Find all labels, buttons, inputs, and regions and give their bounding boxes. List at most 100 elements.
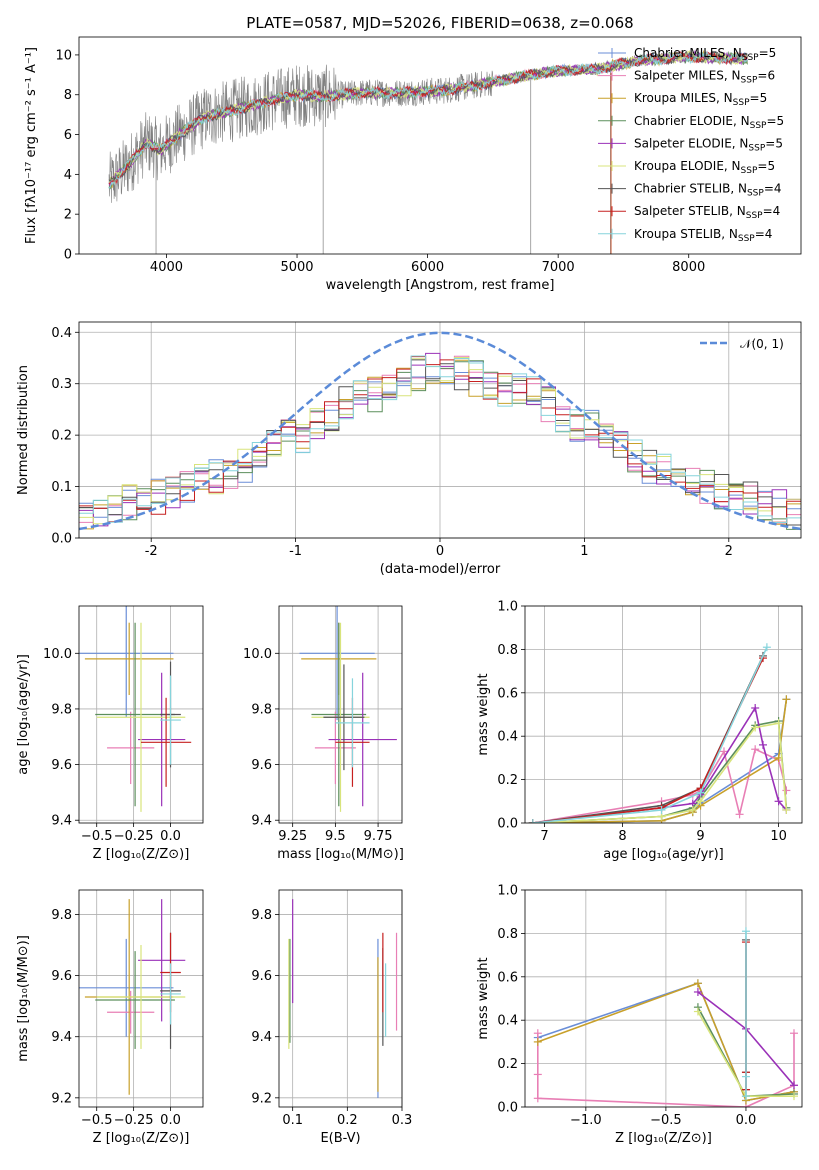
weight-marker (751, 745, 760, 754)
y-tick-label: 1.0 (497, 600, 518, 615)
histogram-7 (79, 356, 801, 523)
x-tick-label: 7 (540, 829, 548, 844)
weight-marker (751, 723, 760, 732)
weight-marker (657, 805, 666, 814)
weight-marker (782, 695, 791, 704)
legend-subscript: SSP (733, 98, 750, 108)
x-tick-label: 8 (618, 829, 626, 844)
y-tick-label: 0.6 (497, 970, 518, 985)
weight-marker (693, 987, 702, 996)
legend-suffix: =5 (766, 114, 784, 128)
point-0 (79, 938, 174, 1037)
weight-marker (751, 703, 760, 712)
legend-label: Salpeter MILES, N (634, 69, 741, 83)
axes-mass-vs-EBV: 0.1 0.2 0.3 9.2 9.4 9.6 9.8 E(B-V) (251, 889, 413, 1146)
y-tick-label: 9.8 (251, 702, 272, 717)
weight-marker (693, 979, 702, 988)
axes-frame (78, 321, 802, 539)
weight-marker (696, 788, 705, 797)
legend-entry: Salpeter ELODIE, NSSP=5 (634, 136, 783, 153)
y-tick-label: 8 (64, 88, 72, 103)
y-tick-label: 10 (55, 48, 72, 63)
weight-marker (719, 747, 728, 756)
axes-spectrum: 4000 5000 6000 7000 8000 0 2 4 6 8 10 wavelength [A… (24, 36, 802, 293)
point-2 (84, 622, 174, 696)
plot-area-weight-vs-Z (533, 927, 798, 1107)
point-3 (311, 622, 367, 807)
point-0 (79, 606, 174, 718)
legend-suffix: =5 (750, 91, 768, 105)
weight-marker (762, 643, 771, 652)
x-tick-label: 6000 (411, 260, 444, 275)
y-axis-label: age [log₁₀(age/yr)] (16, 654, 31, 775)
axes-frame (78, 605, 204, 824)
x-tick-label: 5000 (280, 260, 313, 275)
legend-subscript: SSP (746, 211, 763, 221)
weight-marker (688, 805, 697, 814)
x-axis-label: mass [log₁₀(M/M⊙)] (277, 847, 404, 862)
legend-subscript: SSP (742, 53, 759, 63)
axes-residuals: -2 -1 0 1 2 0.0 0.1 0.2 0.3 0.4 (data-model)/error… (16, 321, 802, 577)
y-tick-label: 9.2 (251, 1091, 272, 1106)
x-tick-label: 2 (725, 544, 733, 559)
weight-marker (774, 719, 783, 728)
histogram-2 (79, 359, 801, 530)
y-tick-label: 1.0 (497, 884, 518, 899)
model-line-8 (108, 50, 748, 190)
y-tick-label: 9.6 (251, 758, 272, 773)
y-tick-label: 9.4 (51, 814, 72, 829)
plot-area-age-vs-Z (79, 606, 192, 812)
weight-line-7 (532, 657, 764, 823)
y-tick-label: 10.0 (243, 647, 272, 662)
legend-suffix: =5 (759, 46, 777, 60)
y-tick-label: 0.8 (497, 643, 518, 658)
x-axis-label: Z [log₁₀(Z/Z⊙)] (93, 1131, 190, 1146)
plot-area-mass-vs-EBV (288, 899, 398, 1098)
plot-area-residuals (79, 331, 801, 531)
weight-marker (789, 1081, 798, 1090)
legend-label: Chabrier MILES, N (634, 46, 742, 60)
weight-marker (533, 1094, 542, 1103)
axes-age-vs-mass: 9.25 9.5 9.75 9.4 9.6 9.8 10.0 mass [log₁₀(M/M⊙… (243, 605, 404, 862)
weight-marker (741, 927, 750, 936)
point-8 (160, 963, 181, 1025)
legend-label: Chabrier STELIB, N (634, 182, 747, 196)
y-tick-label: 9.6 (251, 969, 272, 984)
y-tick-label: 0.4 (497, 730, 518, 745)
legend-suffix: =5 (757, 159, 775, 173)
legend-entry: Chabrier ELODIE, NSSP=5 (634, 114, 784, 131)
x-axis-label: age [log₁₀(age/yr)] (603, 847, 724, 862)
y-tick-label: 0.0 (497, 1101, 518, 1116)
legend-subscript: SSP (741, 76, 758, 86)
point-4 (138, 899, 186, 1022)
y-tick-label: 0.4 (497, 1014, 518, 1029)
y-tick-label: 9.6 (51, 969, 72, 984)
y-axis-label: mass weight (476, 957, 491, 1039)
legend-suffix: =6 (757, 69, 775, 83)
axes-frame (78, 36, 802, 255)
axes-frame (524, 889, 803, 1108)
y-tick-label: 9.4 (51, 1030, 72, 1045)
weight-marker (774, 797, 783, 806)
x-tick-label: 0.3 (392, 1113, 413, 1128)
y-tick-label: 9.2 (51, 1091, 72, 1106)
y-tick-label: 10.0 (43, 647, 72, 662)
legend-subscript: SSP (738, 234, 755, 244)
x-tick-label: 1 (580, 544, 588, 559)
x-axis-label: (data-model)/error (380, 562, 501, 577)
y-tick-label: 0.3 (51, 377, 72, 392)
weight-marker (533, 1070, 542, 1079)
y-tick-label: 0.0 (497, 817, 518, 832)
weight-marker (528, 819, 537, 823)
y-tick-label: 9.4 (251, 814, 272, 829)
plot-area-mass-vs-Z (79, 899, 186, 1095)
legend-suffix: =4 (755, 227, 773, 241)
x-axis-label: wavelength [Angstrom, rest frame] (326, 278, 555, 293)
y-tick-label: 0 (64, 248, 72, 263)
legend-subscript: SSP (741, 166, 758, 176)
point-1 (107, 711, 155, 785)
weight-marker (789, 1092, 798, 1101)
x-tick-label: -2 (145, 544, 158, 559)
y-tick-label: 9.8 (251, 908, 272, 923)
